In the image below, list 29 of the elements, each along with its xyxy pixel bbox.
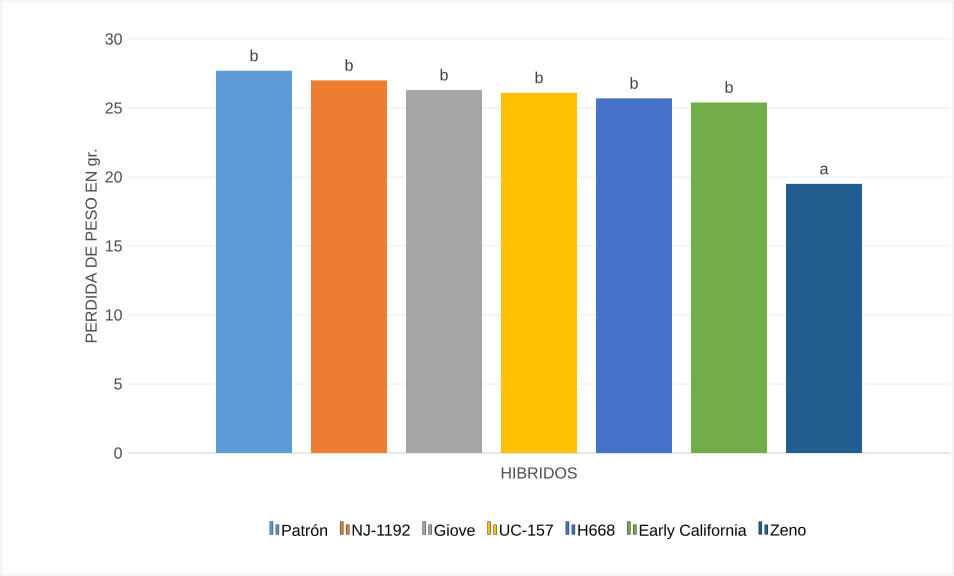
data-label: b	[726, 81, 733, 93]
bar	[596, 98, 672, 453]
data-label: b	[630, 77, 638, 89]
y-tick-label: 25	[106, 102, 122, 114]
y-tick-label: 0	[114, 447, 122, 459]
data-label: b	[346, 59, 353, 71]
bar	[216, 70, 292, 453]
y-axis-title: PERDIDA DE PESO EN gr.	[86, 150, 100, 342]
bar	[691, 102, 768, 453]
legend-label: Zeno	[770, 524, 806, 536]
bar	[786, 184, 862, 453]
legend-label: Giove	[434, 524, 475, 536]
legend-label: UC-157	[500, 524, 553, 536]
legend-label: Early California	[640, 524, 747, 540]
data-label: b	[440, 68, 448, 81]
bar	[311, 80, 388, 453]
data-label: b	[536, 72, 543, 84]
y-tick-label: 30	[105, 33, 122, 45]
data-label: a	[820, 166, 828, 174]
x-axis-title: HIBRIDOS	[502, 467, 577, 479]
y-tick-label: 15	[106, 240, 122, 252]
bar	[501, 92, 578, 453]
y-tick-label: 20	[106, 171, 122, 183]
y-tick-label: 5	[114, 378, 122, 390]
legend-label: H668	[578, 524, 614, 536]
y-tick-label: 10	[106, 309, 122, 321]
legend-label: NJ-1192	[352, 524, 410, 536]
legend-label: Patrón	[282, 524, 328, 536]
data-label: b	[250, 50, 258, 62]
